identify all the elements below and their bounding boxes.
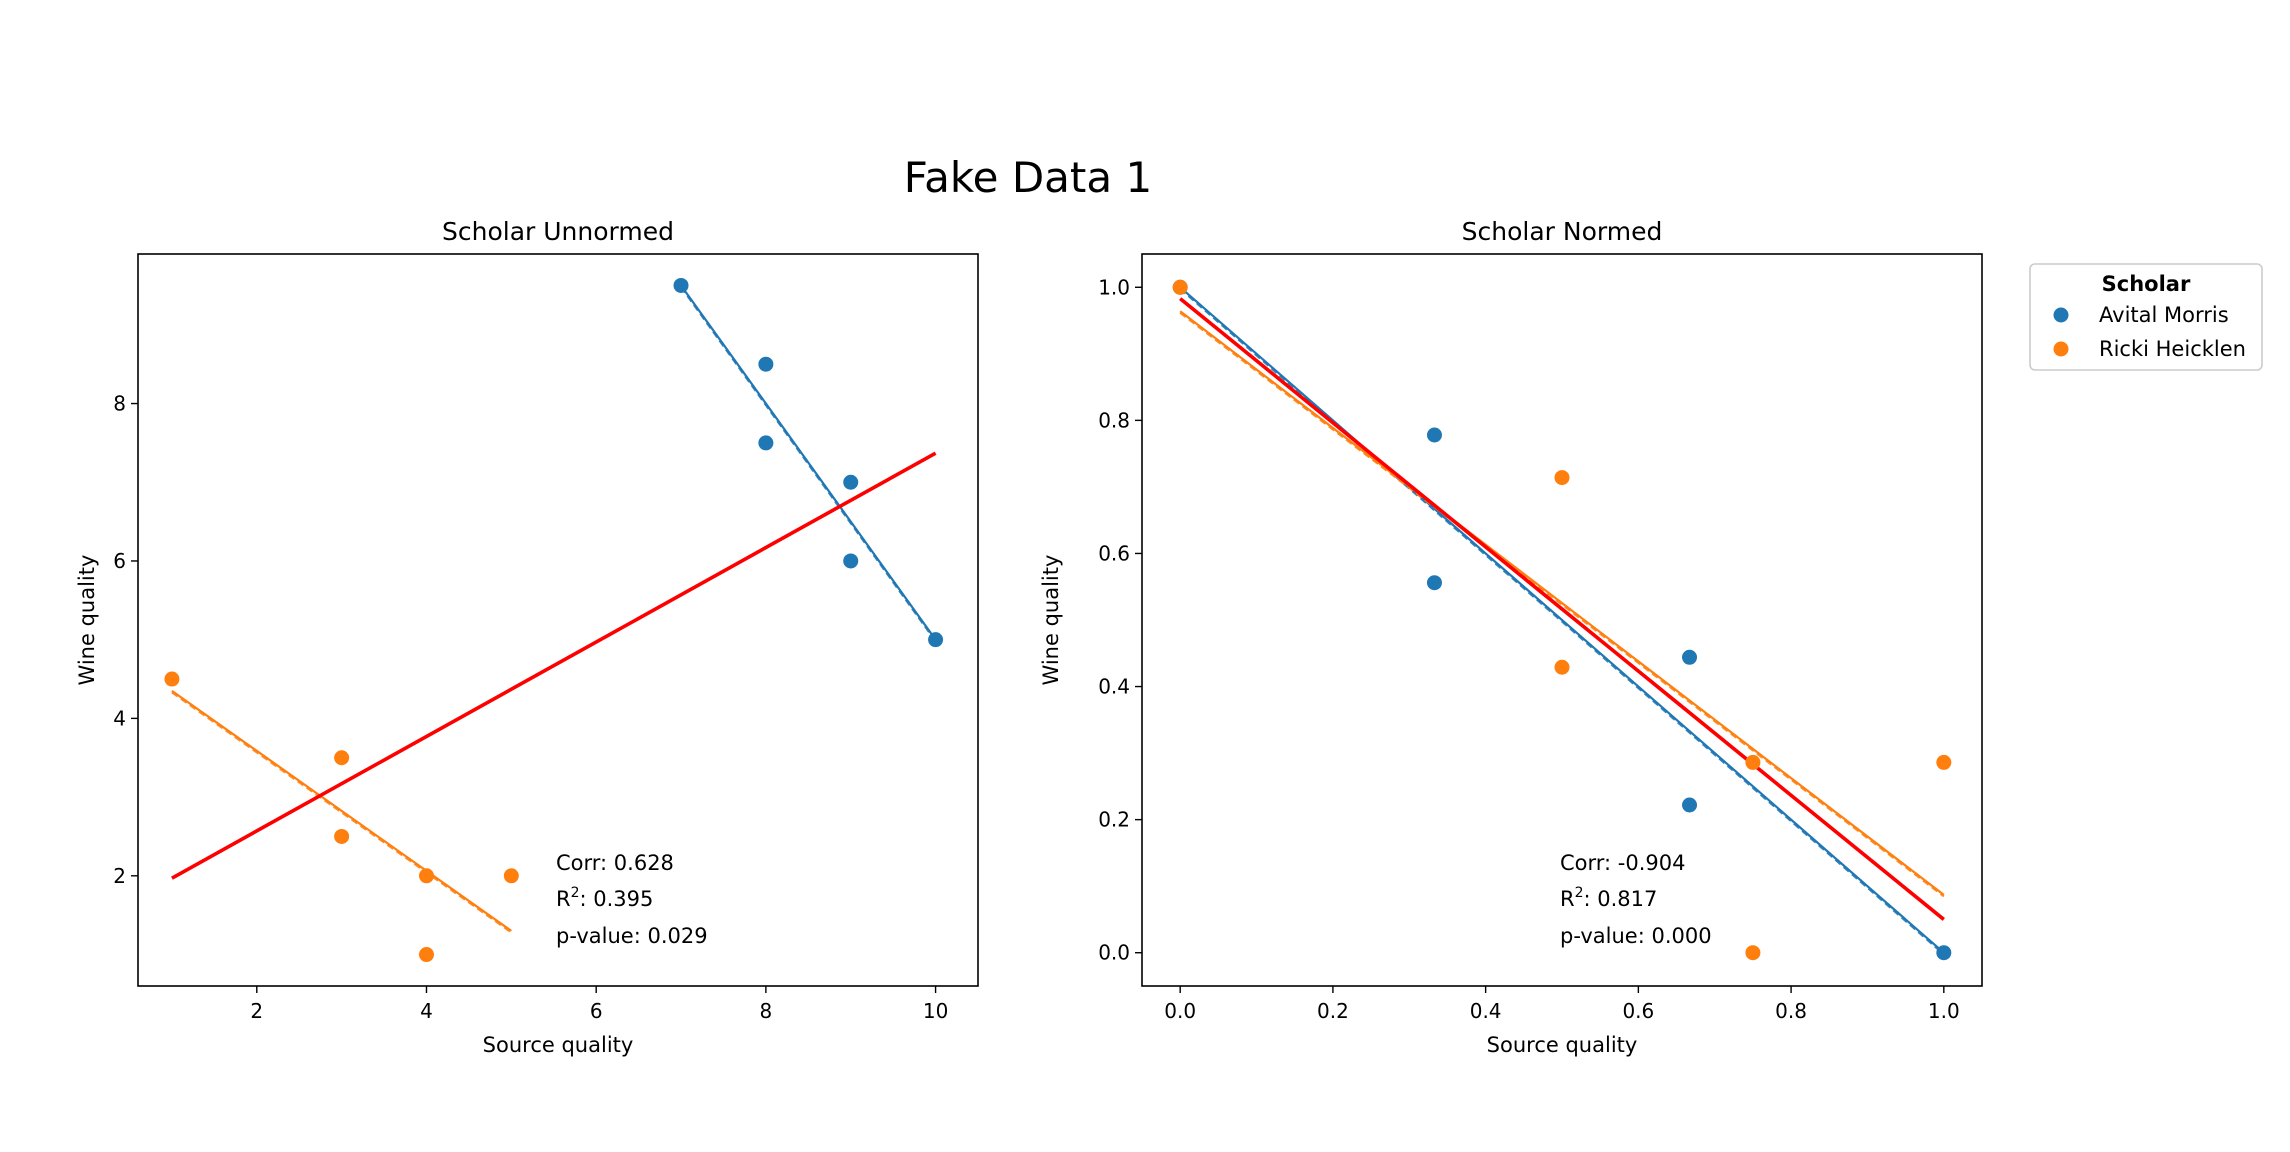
regression-lines (171, 284, 937, 934)
x-axis-label: Source quality (483, 1033, 634, 1057)
stats-r2: R2: 0.817 (1560, 885, 1657, 911)
point-avital-morris (1426, 575, 1442, 591)
point-ricki-heicklen (164, 671, 180, 687)
point-ricki-heicklen (503, 868, 519, 884)
stats-corr: Corr: 0.628 (556, 851, 674, 875)
point-avital-morris (843, 553, 859, 569)
charts: Scholar Unnormed 2 4 6 8 10 2 4 6 8 Source quality… (75, 217, 1983, 1057)
x-tick-label: 8 (760, 999, 773, 1023)
y-axis-label: Wine quality (1039, 555, 1063, 686)
point-ricki-heicklen (1172, 279, 1188, 295)
stats-pvalue: p-value: 0.029 (556, 924, 708, 948)
x-tick-label: 6 (590, 999, 603, 1023)
point-avital-morris (1682, 649, 1698, 665)
legend-marker-ricki-heicklen (2053, 341, 2069, 357)
y-tick-label: 0.0 (1098, 941, 1130, 965)
y-tick-label: 0.2 (1098, 808, 1130, 832)
x-tick-label: 0.0 (1164, 999, 1196, 1023)
point-ricki-heicklen (1554, 470, 1570, 486)
x-tick-label: 1.0 (1928, 999, 1960, 1023)
stats-r2-sup: 2 (1575, 885, 1584, 901)
chart-title: Scholar Unnormed (442, 217, 674, 246)
legend-marker-avital-morris (2053, 307, 2069, 323)
overall-fit-line (1179, 297, 1945, 921)
point-avital-morris (1936, 945, 1952, 961)
chart-title: Scholar Normed (1462, 217, 1663, 246)
x-tick-label: 0.4 (1470, 999, 1502, 1023)
y-tick-label: 0.6 (1098, 541, 1130, 565)
stats-r2-value: : 0.817 (1584, 887, 1658, 911)
point-avital-morris (758, 435, 774, 451)
x-tick-label: 0.6 (1622, 999, 1654, 1023)
fit-line-ricki-heicklen (1179, 310, 1945, 896)
point-avital-morris (758, 356, 774, 372)
stats-r2-value: : 0.395 (580, 887, 654, 911)
point-ricki-heicklen (334, 750, 350, 766)
x-tick-label: 10 (923, 999, 948, 1023)
point-avital-morris (673, 277, 689, 293)
legend-title: Scholar (2102, 272, 2191, 296)
stats-pvalue: p-value: 0.000 (1560, 924, 1712, 948)
stats-corr: Corr: -0.904 (1560, 851, 1686, 875)
point-ricki-heicklen (1554, 659, 1570, 675)
stats-r2-sup: 2 (571, 885, 580, 901)
point-ricki-heicklen (418, 868, 434, 884)
plot-frame (1141, 253, 1983, 987)
stats-r2-prefix: R (556, 887, 571, 911)
y-tick-label: 0.4 (1098, 675, 1130, 699)
chart-scholar-normed: Scholar Normed 0.0 0.2 0.4 0.6 0.8 1.0 0.0 0.2 0.… (1039, 217, 1983, 1057)
figure-title: Fake Data 1 (904, 153, 1152, 202)
y-tick-label: 6 (113, 549, 126, 573)
point-ricki-heicklen (1745, 754, 1761, 770)
legend-box (2029, 263, 2263, 371)
plot-frame (137, 253, 979, 987)
fit-line-ricki-heicklen (171, 689, 512, 932)
stats-r2-prefix: R (1560, 887, 1575, 911)
fit-line-avital-morris (1179, 286, 1945, 954)
point-ricki-heicklen (334, 828, 350, 844)
point-ricki-heicklen (1936, 754, 1952, 770)
regression-lines (1179, 286, 1945, 956)
chart-scholar-unnormed: Scholar Unnormed 2 4 6 8 10 2 4 6 8 Source quality… (75, 217, 979, 1057)
x-tick-label: 0.2 (1317, 999, 1349, 1023)
legend-label-avital-morris: Avital Morris (2099, 303, 2229, 327)
point-avital-morris (1426, 427, 1442, 443)
x-tick-label: 4 (420, 999, 433, 1023)
point-avital-morris (843, 474, 859, 490)
point-avital-morris (1682, 797, 1698, 813)
legend: Scholar Avital Morris Ricki Heicklen (2029, 263, 2263, 371)
fit-line-dashed-avital-morris (1179, 287, 1945, 956)
point-avital-morris (928, 632, 944, 648)
point-ricki-heicklen (418, 947, 434, 963)
fit-line-dashed-avital-morris (680, 286, 937, 642)
legend-label-ricki-heicklen: Ricki Heicklen (2099, 337, 2246, 361)
y-tick-label: 4 (113, 706, 126, 730)
y-tick-label: 8 (113, 392, 126, 416)
x-tick-label: 0.8 (1775, 999, 1807, 1023)
overall-fit-line (171, 451, 937, 880)
point-ricki-heicklen (1745, 945, 1761, 961)
y-axis-label: Wine quality (75, 555, 99, 686)
x-tick-label: 2 (250, 999, 263, 1023)
stats-r2: R2: 0.395 (556, 885, 653, 911)
y-tick-label: 1.0 (1098, 275, 1130, 299)
fit-line-dashed-ricki-heicklen (171, 691, 512, 934)
y-tick-label: 0.8 (1098, 408, 1130, 432)
y-tick-label: 2 (113, 864, 126, 888)
fit-line-dashed-ricki-heicklen (1179, 311, 1945, 898)
x-axis-label: Source quality (1487, 1033, 1638, 1057)
